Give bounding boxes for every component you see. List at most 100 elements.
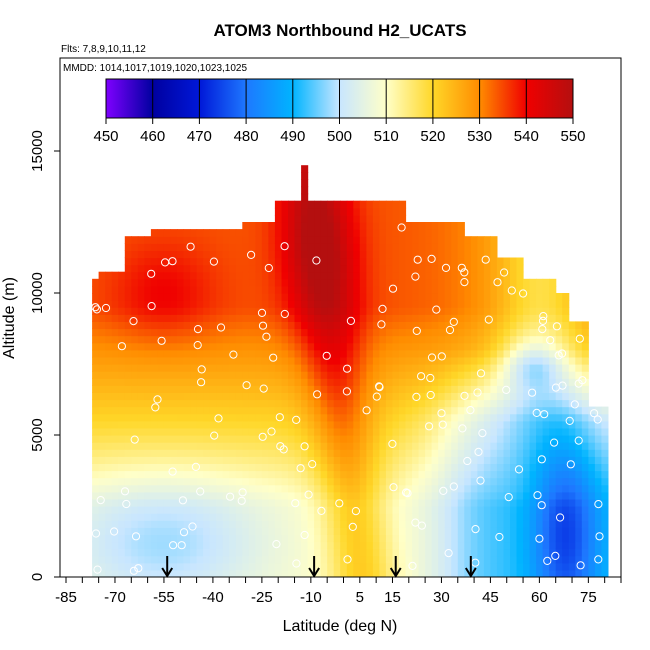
heatmap-cell: [412, 420, 420, 429]
heatmap-cell: [203, 356, 211, 365]
heatmap-cell: [477, 293, 485, 301]
heatmap-cell: [307, 356, 315, 365]
heatmap-cell: [594, 413, 602, 422]
heatmap-cell: [385, 527, 393, 535]
heatmap-cell: [483, 456, 491, 464]
heatmap-cell: [307, 427, 315, 436]
heatmap-cell: [470, 413, 478, 422]
heatmap-cell: [111, 307, 119, 315]
heatmap-cell: [196, 427, 204, 436]
heatmap-cell: [150, 257, 158, 266]
heatmap-cell: [562, 463, 570, 472]
heatmap-cell: [255, 435, 263, 443]
heatmap-cell: [372, 427, 380, 436]
heatmap-cell: [379, 243, 387, 251]
heatmap-cell: [346, 271, 354, 280]
heatmap-cell: [581, 420, 589, 429]
heatmap-cell: [503, 257, 511, 266]
observation-point: [504, 493, 513, 502]
heatmap-cell: [562, 307, 570, 315]
heatmap-cell: [333, 562, 341, 571]
heatmap-cell: [190, 442, 198, 450]
observation-point: [397, 223, 406, 232]
heatmap-cell: [163, 491, 171, 500]
heatmap-cell: [366, 356, 374, 365]
heatmap-cell: [438, 271, 446, 280]
heatmap-cell: [457, 342, 465, 351]
heatmap-cell: [588, 534, 596, 543]
heatmap-cell: [216, 278, 224, 287]
heatmap-cell: [183, 449, 191, 457]
heatmap-cell: [216, 442, 224, 450]
heatmap-cell: [118, 371, 126, 379]
heatmap-cell: [222, 456, 230, 464]
heatmap-cell: [124, 513, 132, 521]
heatmap-cell: [392, 378, 400, 386]
heatmap-cell: [385, 470, 393, 479]
heatmap-cell: [392, 385, 400, 393]
heatmap-cell: [529, 442, 537, 450]
heatmap-cell: [523, 378, 531, 386]
flights-subtitle: Flts: 7,8,9,10,11,12: [61, 44, 146, 55]
heatmap-cell: [379, 548, 387, 557]
heatmap-cell: [274, 300, 282, 308]
heatmap-cell: [294, 236, 302, 244]
heatmap-cell: [399, 278, 407, 287]
heatmap-cell: [444, 534, 452, 543]
heatmap-cell: [562, 442, 570, 450]
heatmap-cell: [549, 285, 557, 294]
heatmap-cell: [549, 342, 557, 351]
heatmap-cell: [301, 356, 309, 365]
heatmap-cell: [379, 236, 387, 244]
heatmap-cell: [131, 520, 139, 528]
heatmap-cell: [288, 285, 296, 294]
heatmap-cell: [444, 420, 452, 429]
heatmap-cell: [327, 435, 335, 443]
heatmap-cell: [516, 520, 524, 528]
heatmap-cell: [216, 527, 224, 535]
heatmap-cell: [372, 449, 380, 457]
heatmap-cell: [111, 371, 119, 379]
heatmap-cell: [288, 435, 296, 443]
heatmap-cell: [274, 484, 282, 493]
heatmap-cell: [470, 569, 478, 577]
heatmap-cell: [281, 498, 289, 507]
heatmap-cell: [412, 257, 420, 266]
colorbar-tick-label: 470: [187, 128, 212, 145]
heatmap-cell: [131, 435, 139, 443]
heatmap-cell: [137, 555, 145, 564]
heatmap-cell: [327, 520, 335, 528]
heatmap-cell: [333, 385, 341, 393]
heatmap-cell: [137, 285, 145, 294]
heatmap-cell: [418, 470, 426, 479]
heatmap-cell: [510, 300, 518, 308]
heatmap-cell: [359, 371, 367, 379]
heatmap-cell: [503, 285, 511, 294]
heatmap-cell: [392, 307, 400, 315]
heatmap-cell: [157, 293, 165, 301]
heatmap-cell: [157, 569, 165, 577]
heatmap-cell: [183, 477, 191, 486]
heatmap-cell: [451, 364, 459, 372]
heatmap-cell: [190, 484, 198, 493]
heatmap-cell: [405, 335, 413, 344]
heatmap-cell: [438, 477, 446, 486]
heatmap-cell: [516, 271, 524, 280]
heatmap-cell: [477, 271, 485, 280]
heatmap-cell: [549, 378, 557, 386]
heatmap-cell: [366, 229, 374, 237]
observation-point: [551, 383, 561, 392]
heatmap-cell: [144, 236, 152, 244]
heatmap-cell: [425, 236, 433, 244]
heatmap-cell: [549, 520, 557, 528]
heatmap-cell: [399, 513, 407, 521]
heatmap-cell: [542, 562, 550, 571]
heatmap-cell: [242, 520, 250, 528]
heatmap-cell: [320, 342, 328, 351]
heatmap-cell: [366, 555, 374, 564]
heatmap-cell: [177, 413, 185, 422]
heatmap-cell: [118, 477, 126, 486]
heatmap-cell: [581, 321, 589, 330]
heatmap-cell: [359, 200, 367, 209]
heatmap-cell: [438, 470, 446, 479]
